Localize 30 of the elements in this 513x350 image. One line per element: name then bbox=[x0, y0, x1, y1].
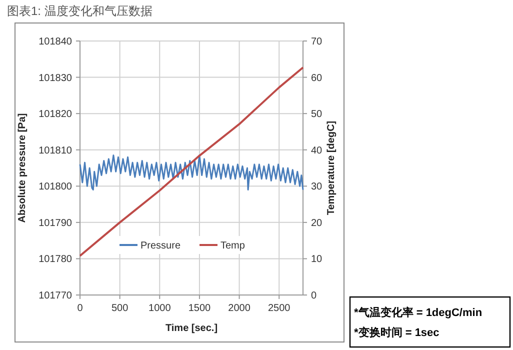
legend-label: Pressure bbox=[140, 240, 181, 252]
y2-tick-label: 50 bbox=[311, 109, 323, 120]
y2-tick-label: 20 bbox=[311, 218, 323, 229]
y2-axis-title: Temperature [degC] bbox=[326, 120, 337, 216]
y-tick-label: 101840 bbox=[38, 36, 72, 48]
chart-title: 图表1: 温度变化和气压数据 bbox=[7, 4, 152, 18]
y-tick-label: 101820 bbox=[38, 109, 72, 120]
y2-tick-label: 30 bbox=[311, 182, 323, 193]
x-axis-title: Time [sec.] bbox=[165, 323, 218, 334]
y-tick-label: 101770 bbox=[38, 290, 72, 302]
y2-tick-label: 60 bbox=[311, 72, 323, 84]
y2-tick-label: 10 bbox=[311, 254, 323, 266]
x-tick-label: 1000 bbox=[148, 303, 172, 314]
y-axis-title: Absolute pressure [Pa] bbox=[17, 113, 28, 223]
x-tick-label: 0 bbox=[77, 303, 84, 314]
y2-tick-label: 40 bbox=[311, 145, 323, 156]
y-tick-label: 101790 bbox=[38, 218, 72, 229]
x-tick-label: 2000 bbox=[228, 303, 251, 314]
text: *气温变化率 = 1degC/min bbox=[354, 306, 482, 319]
y2-tick-label: 70 bbox=[311, 36, 323, 48]
y-tick-label: 101830 bbox=[38, 72, 72, 84]
legend-label: Temp bbox=[220, 240, 246, 252]
y-tick-label: 101780 bbox=[38, 254, 72, 266]
x-tick-label: 1500 bbox=[188, 303, 212, 314]
y-tick-label: 101810 bbox=[38, 145, 72, 156]
x-tick-label: 500 bbox=[111, 303, 129, 314]
y2-tick-label: 0 bbox=[311, 290, 317, 302]
x-tick-label: 2500 bbox=[268, 303, 291, 314]
y-tick-label: 101800 bbox=[38, 182, 72, 193]
text: *变换时间 = 1sec bbox=[354, 326, 440, 339]
